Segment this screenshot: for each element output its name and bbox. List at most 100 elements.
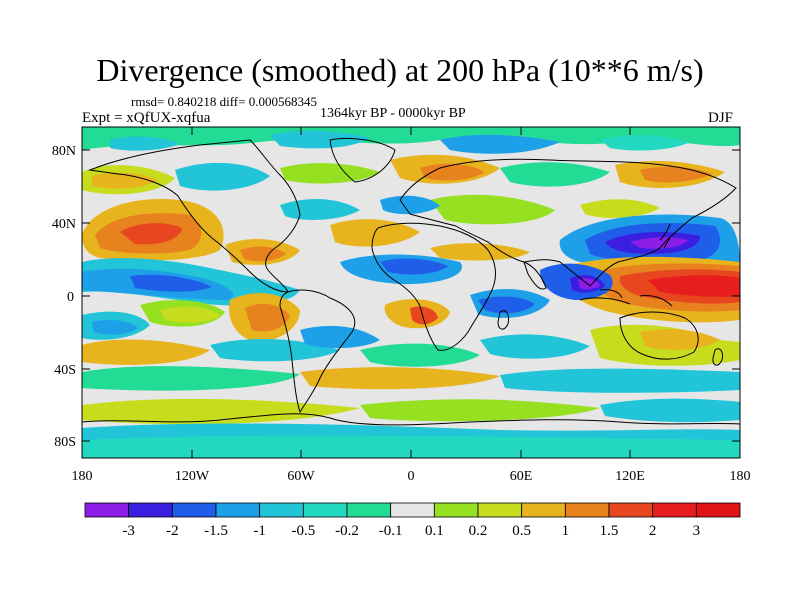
colorbar-label: -0.5	[291, 523, 315, 539]
lon-label: 60W	[287, 469, 315, 484]
patch	[630, 237, 688, 249]
lon-label: 120E	[615, 469, 645, 484]
colorbar-label: 0.1	[425, 523, 444, 539]
colorbar-box	[608, 502, 654, 518]
colorbar-label: -1.5	[204, 523, 228, 539]
coast-australia	[619, 311, 699, 360]
patch	[245, 303, 290, 332]
colorbar-box	[302, 502, 348, 518]
patch	[420, 163, 485, 181]
coast-japan	[659, 223, 671, 249]
colorbar-box	[521, 502, 566, 518]
colorbar-box	[346, 502, 392, 518]
patch	[360, 399, 600, 422]
colorbar-label: 3	[693, 523, 701, 539]
coast-madagascar	[497, 310, 509, 330]
colorbar-label: 0.5	[512, 523, 531, 539]
colorbar-label: -2	[166, 523, 179, 539]
patch	[640, 329, 720, 350]
patch	[580, 199, 660, 218]
patch	[478, 296, 535, 314]
lat-labels: 80N 40N 0 40S 80S	[52, 144, 76, 450]
patch	[280, 163, 380, 184]
colorbar-label: -0.2	[335, 523, 359, 539]
season-text: DJF	[708, 110, 734, 126]
patch	[360, 343, 480, 367]
colorbar-box	[128, 502, 173, 518]
patch	[160, 306, 220, 323]
patch	[300, 367, 500, 390]
lon-label: 0	[408, 469, 415, 484]
lat-label: 0	[67, 290, 74, 305]
coast-india	[523, 261, 547, 290]
patch	[92, 172, 158, 189]
patch	[82, 339, 210, 365]
patch	[120, 223, 182, 245]
chart-title: Divergence (smoothed) at 200 hPa (10**6 …	[96, 52, 704, 88]
colorbar-label: 0.2	[469, 523, 488, 539]
patch	[82, 398, 360, 425]
field-contours	[82, 127, 740, 458]
lon-labels: 180 120W 60W 0 60E 120E 180	[72, 469, 751, 484]
colorbar-box	[84, 502, 130, 518]
period-text: 1364kyr BP - 0000kyr BP	[320, 106, 466, 121]
coast-antarctica	[82, 413, 740, 426]
patch	[92, 320, 138, 335]
colorbar-box	[171, 502, 217, 518]
coast-africa	[371, 222, 496, 351]
lon-label: 120W	[175, 469, 210, 484]
patch	[380, 195, 440, 215]
coast-north-america	[88, 139, 301, 293]
colorbar-box	[390, 502, 435, 518]
lon-label: 180	[730, 469, 751, 484]
colorbar-label: -0.1	[379, 523, 403, 539]
patch	[600, 398, 740, 423]
patch	[110, 136, 180, 151]
colorbar-label: 2	[649, 523, 657, 539]
patch	[430, 243, 530, 261]
lat-label: 40N	[52, 217, 76, 232]
lon-label: 180	[72, 469, 93, 484]
coast-south-america	[279, 289, 356, 414]
patch	[440, 134, 560, 154]
coast-greenland	[329, 137, 396, 183]
colorbar-box	[259, 502, 304, 518]
patch	[480, 334, 590, 359]
colorbar-box	[477, 502, 523, 518]
patch	[82, 435, 740, 458]
stats-text: rmsd= 0.840218 diff= 0.000568345	[131, 94, 317, 109]
coast-indonesia	[579, 289, 673, 307]
colorbar-box	[564, 502, 610, 518]
coast-eurasia	[399, 158, 737, 287]
patch	[300, 325, 380, 349]
axis-ticks	[81, 127, 741, 458]
colorbar-box	[215, 502, 261, 518]
colorbar-box	[652, 502, 697, 518]
coast-new-zealand	[712, 348, 723, 366]
patch	[600, 134, 690, 151]
patch	[82, 366, 300, 391]
colorbar-label: 1	[562, 523, 570, 539]
patch	[500, 368, 740, 393]
colorbar-labels: -3 -2 -1.5 -1 -0.5 -0.2 -0.1 0.1 0.2 0.5 1 1.5 2 3	[122, 523, 700, 539]
lat-label: 80S	[54, 435, 76, 450]
colorbar	[84, 502, 741, 518]
colorbar-label: -3	[122, 523, 135, 539]
lon-label: 60E	[510, 469, 533, 484]
experiment-text: Expt = xQfUX-xqfua	[82, 110, 211, 126]
patch	[175, 162, 270, 191]
patch	[648, 275, 740, 297]
patch	[240, 246, 286, 262]
colorbar-box	[695, 502, 741, 518]
colorbar-box	[433, 502, 479, 518]
lat-label: 40S	[54, 363, 76, 378]
patch	[500, 162, 610, 187]
patch	[380, 258, 448, 275]
patch	[410, 306, 438, 325]
patch	[130, 274, 212, 292]
patch	[82, 127, 740, 150]
colorbar-label: 1.5	[600, 523, 619, 539]
patch	[270, 130, 370, 149]
colorbar-label: -1	[253, 523, 266, 539]
